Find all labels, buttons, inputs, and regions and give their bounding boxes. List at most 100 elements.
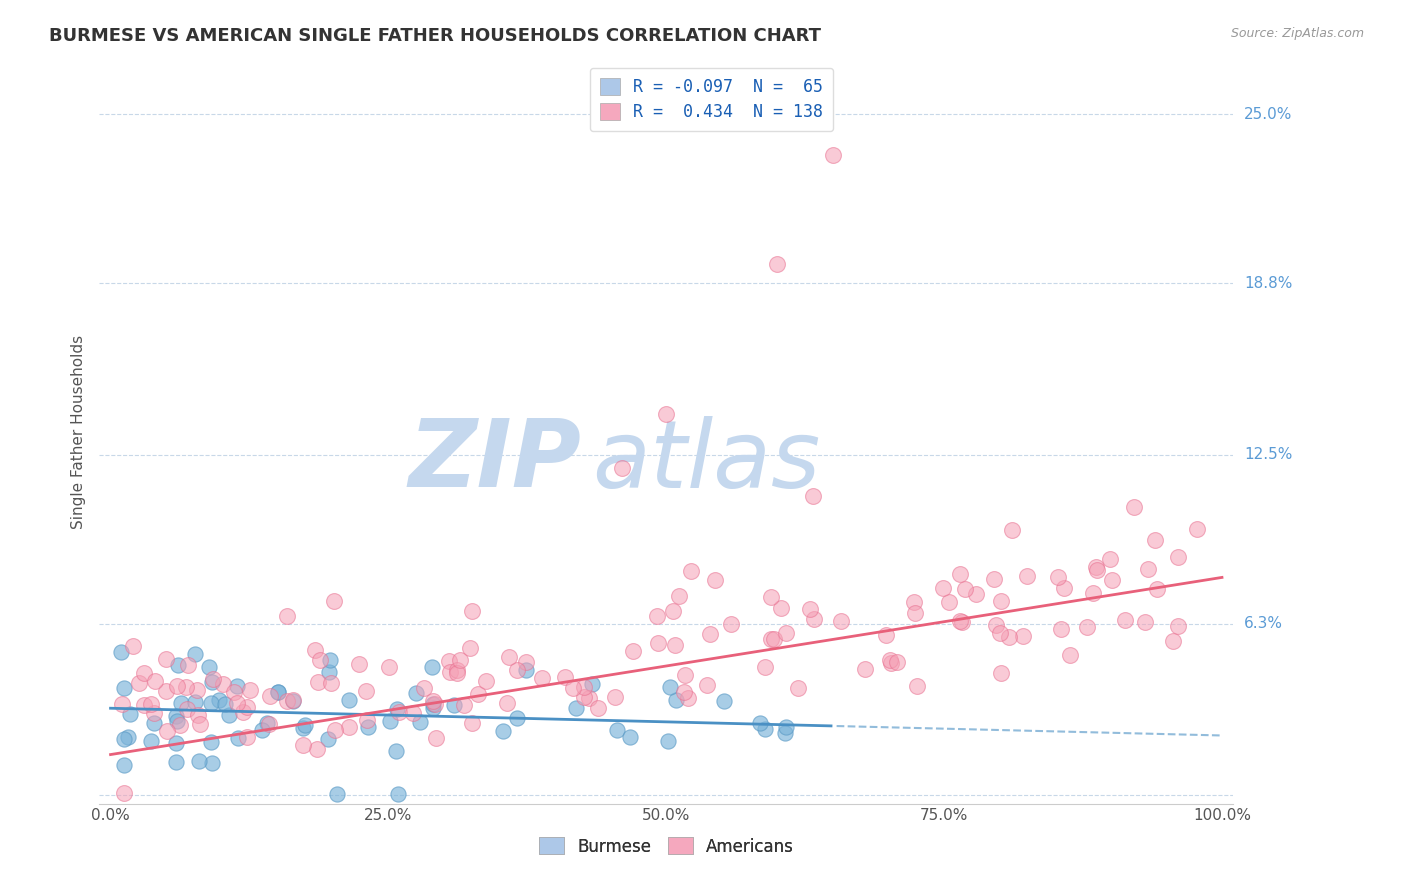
Point (225, 696, 247, 710)
Point (378, 659, 401, 673)
Point (142, 716, 165, 731)
Point (1083, 585, 1105, 599)
Point (200, 696, 222, 710)
Point (1161, 634, 1184, 648)
Point (572, 690, 595, 704)
Point (380, 714, 402, 729)
Point (443, 698, 465, 712)
Point (696, 678, 718, 692)
Point (408, 714, 430, 729)
Point (903, 595, 925, 609)
Point (110, 645, 132, 659)
Point (319, 653, 342, 667)
Point (156, 724, 179, 739)
Point (821, 148, 844, 162)
Point (668, 589, 690, 603)
Point (187, 708, 209, 723)
Point (121, 639, 143, 653)
Point (446, 666, 468, 681)
Point (120, 706, 142, 721)
Point (1047, 570, 1070, 584)
Point (316, 731, 339, 746)
Point (337, 692, 360, 706)
Point (1146, 582, 1168, 596)
Point (1167, 549, 1189, 564)
Point (495, 696, 517, 710)
Point (128, 676, 150, 690)
Point (169, 696, 191, 710)
Point (803, 612, 825, 626)
Point (1012, 629, 1035, 643)
Point (1001, 523, 1024, 537)
Point (186, 683, 208, 698)
Point (155, 652, 177, 666)
Point (754, 723, 776, 737)
Point (112, 757, 135, 772)
Point (787, 681, 810, 696)
Point (449, 653, 471, 667)
Point (437, 654, 460, 668)
Point (294, 718, 316, 732)
Point (1050, 622, 1073, 636)
Point (165, 755, 187, 769)
Point (169, 718, 191, 732)
Point (200, 735, 222, 749)
Point (990, 593, 1012, 607)
Point (323, 723, 346, 737)
Point (267, 685, 290, 699)
Point (515, 655, 537, 669)
Point (699, 627, 721, 641)
Point (384, 743, 406, 757)
Point (461, 715, 484, 730)
Point (166, 680, 188, 694)
Point (184, 647, 207, 661)
Point (619, 731, 641, 745)
Point (830, 614, 852, 628)
Point (572, 680, 595, 694)
Point (453, 698, 475, 713)
Point (166, 714, 188, 728)
Text: BURMESE VS AMERICAN SINGLE FATHER HOUSEHOLDS CORRELATION CHART: BURMESE VS AMERICAN SINGLE FATHER HOUSEH… (49, 27, 821, 45)
Point (1101, 573, 1123, 587)
Point (1085, 563, 1108, 577)
Point (759, 591, 782, 605)
Point (907, 680, 929, 694)
Point (1098, 551, 1121, 566)
Point (281, 694, 304, 708)
Point (673, 685, 696, 699)
Point (423, 697, 446, 711)
Point (224, 685, 246, 699)
Point (232, 705, 254, 719)
Point (492, 723, 515, 738)
Point (422, 698, 444, 712)
Point (322, 594, 344, 608)
Point (267, 685, 290, 699)
Point (1137, 562, 1160, 576)
Point (357, 720, 380, 734)
Point (1053, 581, 1076, 595)
Point (257, 716, 280, 731)
Point (420, 659, 443, 673)
Point (177, 657, 200, 672)
Point (187, 754, 209, 768)
Point (388, 706, 411, 720)
Point (879, 653, 901, 667)
Point (665, 693, 688, 707)
Point (422, 701, 444, 715)
Point (309, 653, 332, 667)
Point (1122, 500, 1144, 515)
Point (425, 731, 447, 746)
Point (953, 582, 976, 596)
Point (402, 706, 425, 721)
Point (659, 680, 682, 694)
Point (988, 625, 1011, 640)
Point (904, 606, 927, 620)
Point (422, 694, 444, 708)
Point (439, 665, 461, 680)
Point (212, 677, 235, 691)
Point (506, 711, 529, 725)
Point (766, 257, 789, 271)
Point (239, 683, 262, 698)
Point (349, 657, 371, 671)
Point (132, 665, 155, 680)
